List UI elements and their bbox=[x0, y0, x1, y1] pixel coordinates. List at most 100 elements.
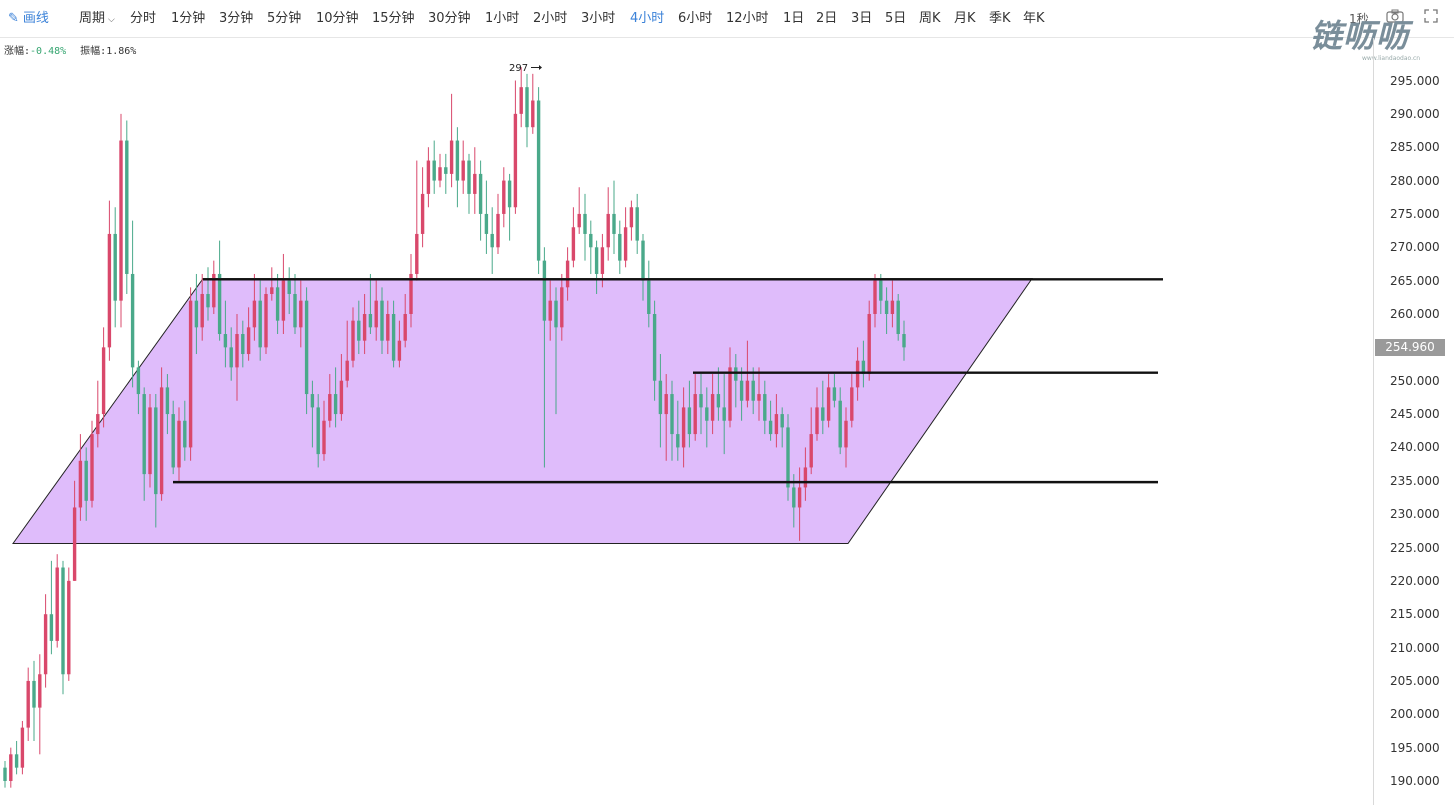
period-option-17[interactable]: 周K bbox=[919, 11, 941, 26]
candle-body bbox=[745, 380, 750, 401]
candle-body bbox=[426, 160, 431, 194]
candle-body bbox=[304, 300, 309, 395]
candle-body bbox=[55, 567, 59, 641]
candle-body bbox=[206, 293, 210, 308]
candle-body bbox=[49, 614, 54, 641]
candle-body bbox=[43, 614, 48, 675]
candle-body bbox=[670, 394, 674, 435]
period-option-11[interactable]: 6小时 bbox=[678, 11, 713, 26]
period-option-12[interactable]: 12小时 bbox=[726, 11, 769, 26]
candlestick-chart[interactable]: 297 bbox=[0, 0, 1373, 805]
candle-body bbox=[618, 233, 622, 261]
candle-body bbox=[328, 394, 332, 421]
price-tick-label: 235.000 bbox=[1390, 473, 1440, 488]
candle-body bbox=[9, 754, 13, 781]
candle-body bbox=[96, 414, 100, 435]
candle-body bbox=[739, 380, 744, 401]
candle-body bbox=[838, 400, 842, 448]
candle-body bbox=[821, 407, 825, 421]
candle-body bbox=[200, 293, 204, 328]
candle-body bbox=[513, 113, 518, 208]
candle-body bbox=[38, 674, 42, 708]
period-option-16[interactable]: 5日 bbox=[885, 11, 907, 26]
refresh-interval-label[interactable]: 1秒 bbox=[1349, 12, 1369, 26]
candle-body bbox=[455, 140, 460, 181]
period-option-15[interactable]: 3日 bbox=[851, 11, 873, 26]
candle-body bbox=[757, 394, 761, 401]
candle-body bbox=[705, 407, 709, 421]
candle-body bbox=[3, 767, 7, 781]
period-option-6[interactable]: 30分钟 bbox=[428, 11, 471, 26]
price-tick-label: 280.000 bbox=[1390, 173, 1440, 188]
period-option-4[interactable]: 10分钟 bbox=[316, 11, 359, 26]
candle-body bbox=[125, 140, 129, 274]
candle-body bbox=[223, 334, 228, 348]
pencil-icon: ✎ bbox=[8, 11, 19, 26]
candle-body bbox=[322, 420, 326, 455]
candle-body bbox=[391, 314, 396, 361]
period-option-13[interactable]: 1日 bbox=[783, 11, 805, 26]
price-tick-label: 295.000 bbox=[1390, 73, 1440, 88]
price-tick-label: 200.000 bbox=[1390, 707, 1440, 722]
candle-body bbox=[107, 233, 112, 348]
candle-body bbox=[397, 340, 402, 361]
candle-body bbox=[641, 240, 645, 281]
period-option-0[interactable]: 分时 bbox=[130, 11, 157, 26]
period-option-14[interactable]: 2日 bbox=[816, 11, 838, 26]
price-tick-label: 195.000 bbox=[1390, 740, 1440, 755]
candle-body bbox=[797, 487, 802, 508]
candle-body bbox=[647, 280, 651, 314]
candle-body bbox=[879, 280, 883, 301]
period-dropdown[interactable]: 周期 ⌵ bbox=[79, 10, 115, 29]
candle-body bbox=[519, 87, 523, 114]
candle-body bbox=[548, 300, 552, 321]
period-option-19[interactable]: 季K bbox=[989, 11, 1011, 26]
candle-body bbox=[241, 334, 245, 355]
candle-body bbox=[525, 87, 529, 128]
period-option-5[interactable]: 15分钟 bbox=[372, 11, 415, 26]
period-option-3[interactable]: 5分钟 bbox=[267, 11, 302, 26]
period-option-9[interactable]: 3小时 bbox=[581, 11, 616, 26]
candle-body bbox=[635, 207, 639, 241]
current-price-badge: 254.960 bbox=[1375, 339, 1445, 357]
candle-body bbox=[432, 160, 436, 181]
fullscreen-icon[interactable] bbox=[1424, 9, 1438, 23]
period-option-1[interactable]: 1分钟 bbox=[171, 11, 206, 26]
candle-body bbox=[67, 580, 71, 675]
candle-body bbox=[444, 167, 448, 174]
period-option-20[interactable]: 年K bbox=[1023, 11, 1045, 26]
price-tick-label: 240.000 bbox=[1390, 440, 1440, 455]
candle-body bbox=[786, 427, 790, 488]
candle-body bbox=[693, 394, 697, 435]
price-tick-label: 205.000 bbox=[1390, 673, 1440, 688]
candle-body bbox=[658, 380, 663, 415]
logo-url: www.liandaodao.cn bbox=[1362, 55, 1421, 62]
candle-body bbox=[235, 334, 239, 368]
candle-body bbox=[61, 567, 65, 675]
candle-body bbox=[130, 273, 135, 368]
candle-body bbox=[78, 460, 83, 508]
candle-body bbox=[612, 213, 616, 234]
candle-body bbox=[554, 300, 558, 328]
candle-body bbox=[850, 387, 854, 421]
candle-body bbox=[90, 434, 94, 501]
period-option-2[interactable]: 3分钟 bbox=[219, 11, 254, 26]
draw-tool-button[interactable]: ✎ 画线 bbox=[8, 10, 49, 28]
candle-body bbox=[855, 360, 860, 388]
candle-body bbox=[229, 347, 233, 368]
camera-icon[interactable] bbox=[1386, 9, 1404, 23]
amplitude-label: 振幅: bbox=[80, 46, 107, 57]
candle-body bbox=[20, 727, 25, 768]
candle-body bbox=[751, 380, 755, 401]
candle-body bbox=[896, 300, 900, 335]
candle-body bbox=[415, 233, 419, 274]
candle-body bbox=[734, 367, 738, 381]
candle-body bbox=[623, 227, 628, 261]
period-option-10[interactable]: 4小时 bbox=[630, 11, 665, 26]
period-option-18[interactable]: 月K bbox=[954, 11, 976, 26]
period-option-8[interactable]: 2小时 bbox=[533, 11, 568, 26]
candle-body bbox=[136, 367, 141, 395]
period-option-7[interactable]: 1小时 bbox=[485, 11, 520, 26]
candle-body bbox=[531, 100, 535, 128]
period-label: 周期 bbox=[79, 11, 106, 26]
